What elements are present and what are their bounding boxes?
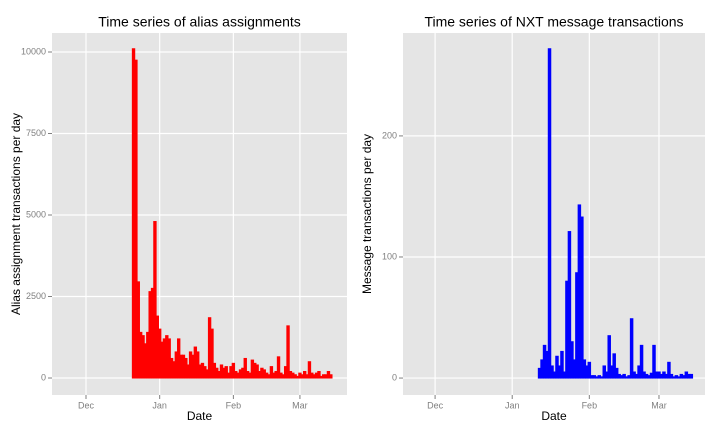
plot-panel [403,33,705,395]
chart-title: Time series of alias assignments [98,14,301,30]
x-tick-label: Mar [292,400,308,410]
bar [622,373,626,379]
bar [547,48,552,379]
bar [243,357,247,379]
bar [639,344,644,379]
y-tick-label: 100 [382,251,397,261]
bar [153,221,157,379]
y-tick-label: 200 [382,130,397,140]
bar [224,366,228,379]
x-tick-label: Feb [582,400,598,410]
bar [629,318,634,379]
bar [652,344,656,379]
bar [614,367,619,379]
bar [587,361,592,379]
x-tick-label: Jan [505,400,520,410]
bar [667,361,671,379]
bar [689,373,694,379]
bar [612,353,616,379]
y-tick-label: 7500 [26,128,46,138]
x-tick-label: Jan [152,400,167,410]
bar [669,373,674,379]
x-axis-title: Date [187,409,213,423]
bar [307,361,312,379]
bar [286,325,290,379]
bar [269,366,274,379]
plot-panel [52,33,347,395]
bar [580,216,584,379]
x-tick-label: Feb [226,400,242,410]
bar [134,59,138,379]
bar [210,328,214,379]
bar [231,362,236,379]
x-tick-label: Dec [78,400,95,410]
bar [607,335,611,379]
y-tick-label: 0 [41,372,46,382]
y-tick-label: 0 [392,372,397,382]
x-tick-label: Mar [651,400,667,410]
y-tick-label: 10000 [21,46,46,56]
bar [329,374,333,379]
x-tick-label: Dec [427,400,444,410]
bar [136,281,140,379]
x-axis-title: Date [541,409,567,423]
chart-title: Time series of NXT message transactions [424,14,683,30]
y-axis-title: Message transactions per day [360,134,374,294]
bar [276,356,281,379]
y-tick-label: 5000 [26,209,46,219]
y-axis-title: Alias assignment transactions per day [9,113,23,315]
bar [317,370,321,379]
bar [560,350,564,379]
y-tick-label: 2500 [26,291,46,301]
bar [567,231,572,379]
